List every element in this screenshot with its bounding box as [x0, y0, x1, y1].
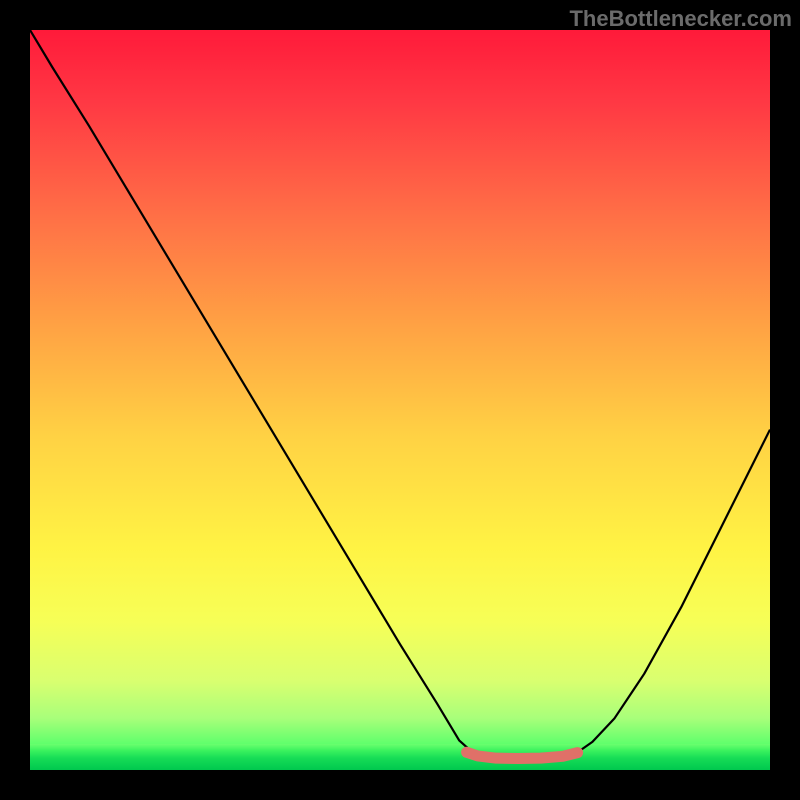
bottleneck-curve [30, 30, 770, 758]
chart-root: TheBottlenecker.com [0, 0, 800, 800]
attribution-label: TheBottlenecker.com [569, 6, 792, 32]
valley-highlight [467, 752, 578, 758]
curve-svg [30, 30, 770, 770]
plot-area [30, 30, 770, 770]
